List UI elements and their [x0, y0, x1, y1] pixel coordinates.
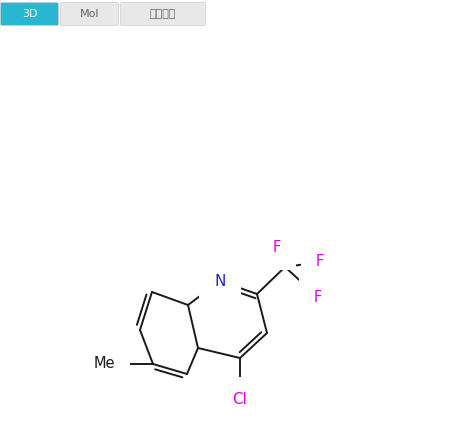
Text: 相似结构: 相似结构 [150, 9, 176, 19]
FancyBboxPatch shape [0, 3, 59, 25]
FancyBboxPatch shape [120, 3, 206, 25]
FancyBboxPatch shape [60, 3, 118, 25]
Text: Mol: Mol [80, 9, 99, 19]
Text: F: F [314, 289, 322, 305]
Text: F: F [316, 254, 324, 270]
Text: F: F [273, 240, 281, 256]
Text: N: N [214, 274, 226, 288]
Text: Cl: Cl [232, 392, 247, 407]
Text: Me: Me [94, 357, 115, 371]
Text: 3D: 3D [22, 9, 37, 19]
